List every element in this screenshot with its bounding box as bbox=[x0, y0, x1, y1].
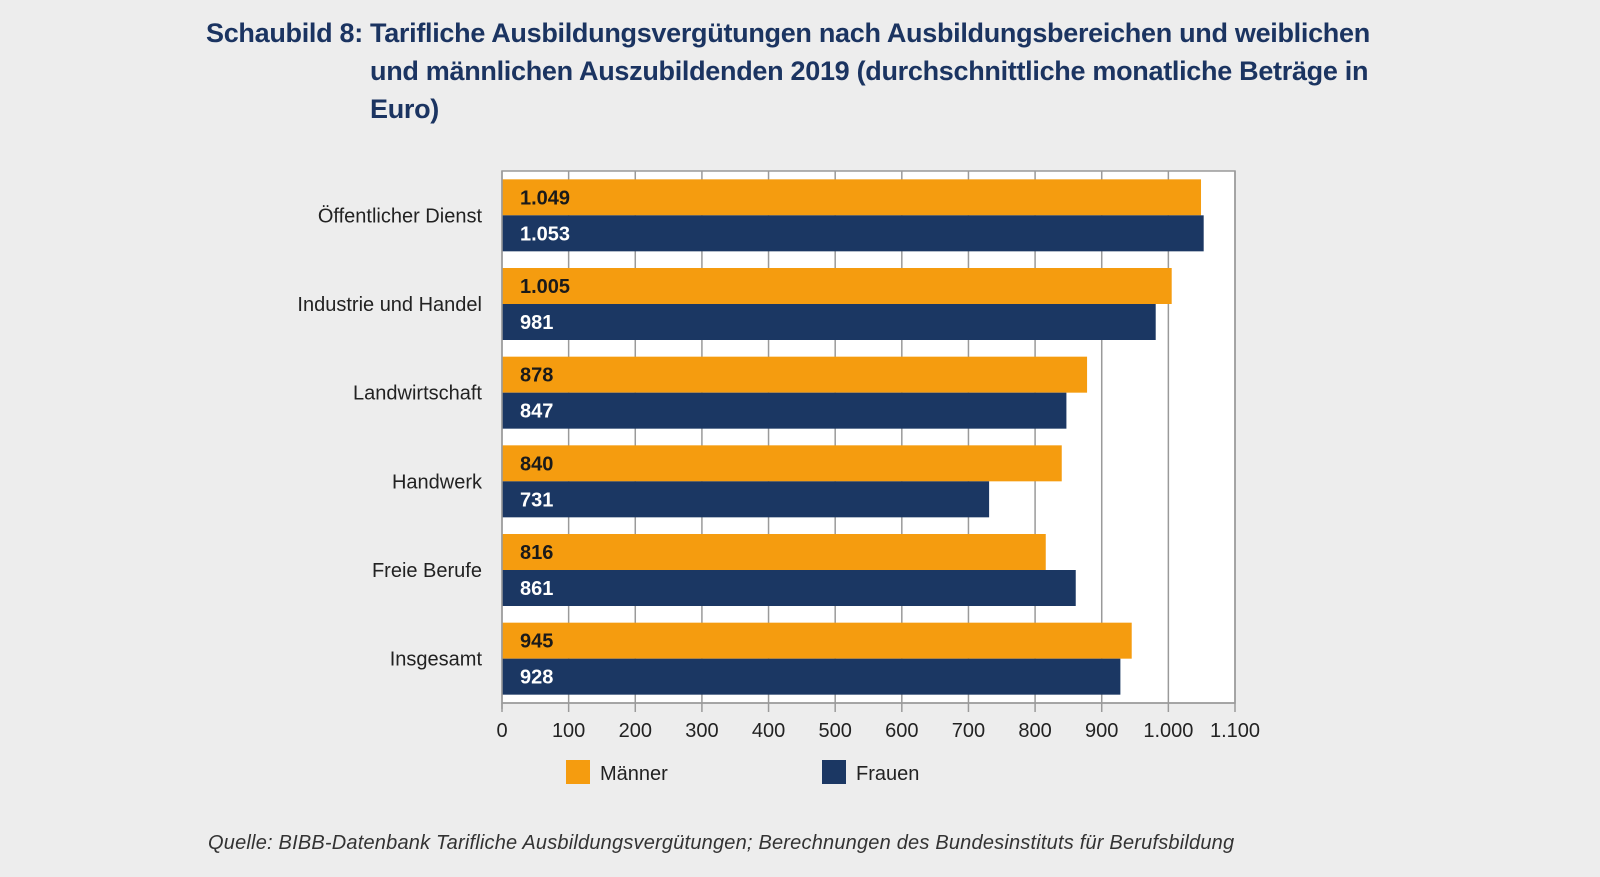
chart-title-text: Tarifliche Ausbildungsvergütungen nach A… bbox=[370, 18, 1370, 124]
x-tick-label: 700 bbox=[952, 720, 985, 742]
plot-area bbox=[501, 170, 1236, 704]
data-label: 861 bbox=[520, 578, 553, 600]
x-tick-label: 0 bbox=[496, 720, 507, 742]
bar-maenner bbox=[502, 445, 1062, 482]
data-label: 1.049 bbox=[520, 187, 570, 209]
bar-frauen bbox=[502, 304, 1156, 340]
data-label: 928 bbox=[520, 667, 553, 689]
x-tick-label: 1.100 bbox=[1210, 720, 1260, 742]
bar-maenner bbox=[502, 356, 1088, 393]
bar-frauen bbox=[502, 481, 990, 518]
x-tick-label: 500 bbox=[818, 720, 851, 742]
category-label: Landwirtschaft bbox=[353, 383, 482, 405]
x-tick-label: 600 bbox=[885, 720, 918, 742]
chart-title-prefix: Schaubild 8: bbox=[206, 18, 363, 48]
category-label: Insgesamt bbox=[390, 649, 483, 671]
bar-frauen bbox=[502, 392, 1067, 429]
bar-frauen bbox=[502, 570, 1076, 606]
data-label: 1.005 bbox=[520, 276, 570, 298]
x-tick-label: 200 bbox=[619, 720, 652, 742]
data-label: 981 bbox=[520, 312, 553, 334]
category-label: Handwerk bbox=[392, 471, 483, 493]
bar-frauen bbox=[502, 215, 1204, 252]
category-label: Freie Berufe bbox=[372, 560, 482, 582]
bar-maenner bbox=[502, 179, 1202, 216]
x-tick-label: 900 bbox=[1085, 720, 1118, 742]
x-tick-label: 100 bbox=[552, 720, 585, 742]
bar-frauen bbox=[502, 658, 1121, 695]
legend-label: Frauen bbox=[856, 763, 919, 785]
data-label: 731 bbox=[520, 489, 553, 511]
data-label: 945 bbox=[520, 631, 553, 653]
legend-swatch-maenner bbox=[566, 760, 590, 784]
data-label: 1.053 bbox=[520, 223, 570, 245]
legend-label: Männer bbox=[600, 763, 668, 785]
data-label: 847 bbox=[520, 401, 553, 423]
category-label: Öffentlicher Dienst bbox=[318, 205, 483, 227]
legend-swatch-frauen bbox=[822, 760, 846, 784]
x-tick-label: 800 bbox=[1018, 720, 1051, 742]
data-label: 816 bbox=[520, 542, 553, 564]
bar-maenner bbox=[502, 622, 1132, 659]
x-tick-label: 300 bbox=[685, 720, 718, 742]
data-label: 840 bbox=[520, 453, 553, 475]
x-tick-label: 400 bbox=[752, 720, 785, 742]
category-label: Industrie und Handel bbox=[297, 294, 482, 316]
source-note: Quelle: BIBB-Datenbank Tarifliche Ausbil… bbox=[208, 832, 1235, 854]
x-tick-label: 1.000 bbox=[1143, 720, 1193, 742]
data-label: 878 bbox=[520, 365, 553, 387]
bar-maenner bbox=[502, 534, 1046, 570]
bar-maenner bbox=[502, 268, 1172, 304]
